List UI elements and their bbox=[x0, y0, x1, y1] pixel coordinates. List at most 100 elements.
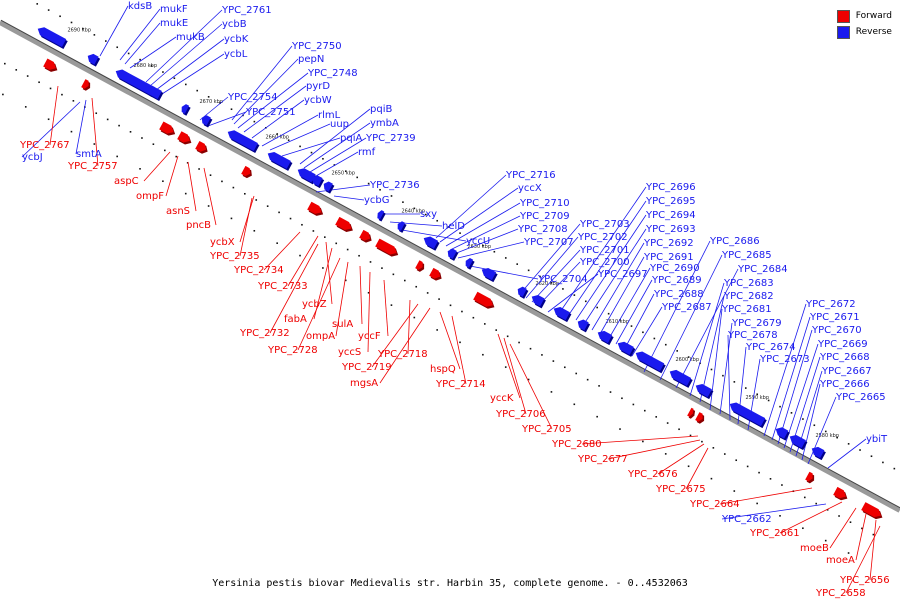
tick-dot bbox=[141, 137, 143, 139]
leader-line bbox=[777, 329, 813, 445]
gene-label: YPC_2694 bbox=[645, 210, 696, 221]
reverse-gene-arrow bbox=[635, 351, 665, 372]
tick-dot bbox=[164, 149, 166, 152]
tick-dot bbox=[95, 112, 98, 115]
tick-dot bbox=[312, 230, 315, 232]
leader-line bbox=[161, 53, 225, 95]
tick-dot bbox=[299, 145, 301, 148]
tick-dot bbox=[722, 374, 724, 377]
tick-dot bbox=[710, 368, 713, 371]
leader-line bbox=[827, 438, 867, 469]
gene-label: rmf bbox=[358, 147, 376, 158]
leader-line bbox=[575, 214, 647, 321]
tick-dot bbox=[392, 273, 395, 276]
gene-label: yccK bbox=[490, 393, 514, 404]
tick-dot bbox=[38, 81, 40, 84]
tick-dot bbox=[381, 267, 383, 269]
reverse-gene-arrow bbox=[227, 130, 258, 152]
gene-label: YPC_2687 bbox=[661, 302, 712, 313]
leader-line bbox=[615, 279, 653, 345]
gene-label: ymbA bbox=[370, 118, 399, 129]
forward-gene-arrow bbox=[335, 216, 352, 231]
leader-line bbox=[303, 122, 371, 169]
leader-line bbox=[367, 271, 371, 353]
gene-label: pepN bbox=[298, 54, 324, 65]
leader-line bbox=[251, 99, 305, 139]
tick-dot bbox=[527, 269, 530, 272]
gene-label: YPC_2750 bbox=[291, 41, 342, 52]
tick-dot bbox=[127, 52, 130, 55]
leader-line bbox=[519, 223, 581, 295]
gene-label: YPC_2733 bbox=[257, 281, 308, 292]
tick-dot bbox=[744, 387, 747, 389]
reverse-gene-arrow bbox=[201, 115, 211, 126]
gene-label: YPC_2716 bbox=[505, 170, 556, 181]
leader-line bbox=[389, 221, 443, 227]
gene-label: YPC_2732 bbox=[239, 328, 290, 339]
legend-forward: Forward bbox=[836, 8, 892, 24]
gene-label: YPC_2748 bbox=[307, 68, 358, 79]
tick-dot bbox=[712, 447, 715, 449]
tick-dot bbox=[2, 93, 4, 96]
tick-dot bbox=[390, 195, 393, 197]
gene-label: YPC_2666 bbox=[819, 379, 870, 390]
reverse-gene-arrow bbox=[517, 286, 527, 297]
gene-label: YPC_2688 bbox=[653, 289, 704, 300]
gene-label: yccU bbox=[466, 236, 490, 247]
leader-line bbox=[401, 229, 467, 242]
forward-gene-arrow bbox=[43, 58, 56, 70]
tick-dot bbox=[678, 428, 680, 431]
leader-line bbox=[313, 247, 333, 320]
leader-line bbox=[457, 241, 525, 259]
gene-label: YPC_2739 bbox=[365, 133, 416, 144]
tick-dot bbox=[758, 471, 760, 474]
tick-dot bbox=[516, 263, 519, 265]
gene-label: pqiB bbox=[370, 104, 392, 115]
tick-dot bbox=[459, 341, 461, 344]
reverse-gene-arrow bbox=[423, 236, 439, 249]
tick-dot bbox=[733, 490, 736, 492]
tick-dot bbox=[838, 515, 840, 517]
tick-dot bbox=[26, 75, 29, 77]
tick-dot bbox=[642, 331, 644, 334]
genome-backbone bbox=[0, 19, 900, 513]
tick-dot bbox=[815, 502, 818, 505]
leader-line bbox=[309, 137, 367, 173]
reverse-gene-arrow bbox=[481, 267, 497, 281]
gene-label: YPC_2685 bbox=[721, 250, 772, 261]
forward-gene-arrow bbox=[695, 412, 703, 422]
reverse-gene-arrow bbox=[695, 384, 712, 398]
tick-dot bbox=[299, 254, 301, 257]
gene-label: ycbK bbox=[224, 34, 249, 45]
tick-dot bbox=[436, 219, 439, 222]
tick-dot bbox=[310, 151, 313, 154]
leader-line bbox=[325, 241, 333, 305]
tick-dot bbox=[664, 343, 667, 346]
gene-label: YPC_2664 bbox=[689, 499, 740, 510]
gene-label: YPC_2691 bbox=[643, 252, 694, 263]
tick-dot bbox=[575, 372, 578, 375]
tick-dot bbox=[244, 192, 246, 195]
reverse-gene-arrow bbox=[617, 341, 634, 355]
gene-label: smtA bbox=[76, 149, 102, 160]
reverse-gene-arrow bbox=[267, 151, 291, 169]
tick-dot bbox=[104, 40, 107, 42]
reverse-gene-arrow bbox=[323, 181, 333, 192]
reverse-gene-arrow bbox=[181, 104, 190, 114]
dotted-tick-lines bbox=[2, 3, 896, 554]
leader-line bbox=[239, 195, 255, 243]
tick-dot bbox=[175, 155, 178, 158]
tick-dot bbox=[402, 201, 404, 203]
forward-gene-arrow bbox=[687, 407, 694, 417]
tick-dot bbox=[619, 428, 621, 430]
forward-gene-arrow bbox=[861, 502, 881, 518]
reverse-gene-arrow bbox=[311, 175, 323, 187]
tick-dot bbox=[369, 261, 372, 263]
gene-label: ycbB bbox=[222, 19, 247, 30]
tick-dot bbox=[756, 393, 758, 396]
leader-line bbox=[407, 299, 411, 355]
tick-dot bbox=[666, 422, 669, 424]
scale-label: 2680 kbp bbox=[133, 63, 157, 69]
leader-line bbox=[497, 333, 521, 399]
